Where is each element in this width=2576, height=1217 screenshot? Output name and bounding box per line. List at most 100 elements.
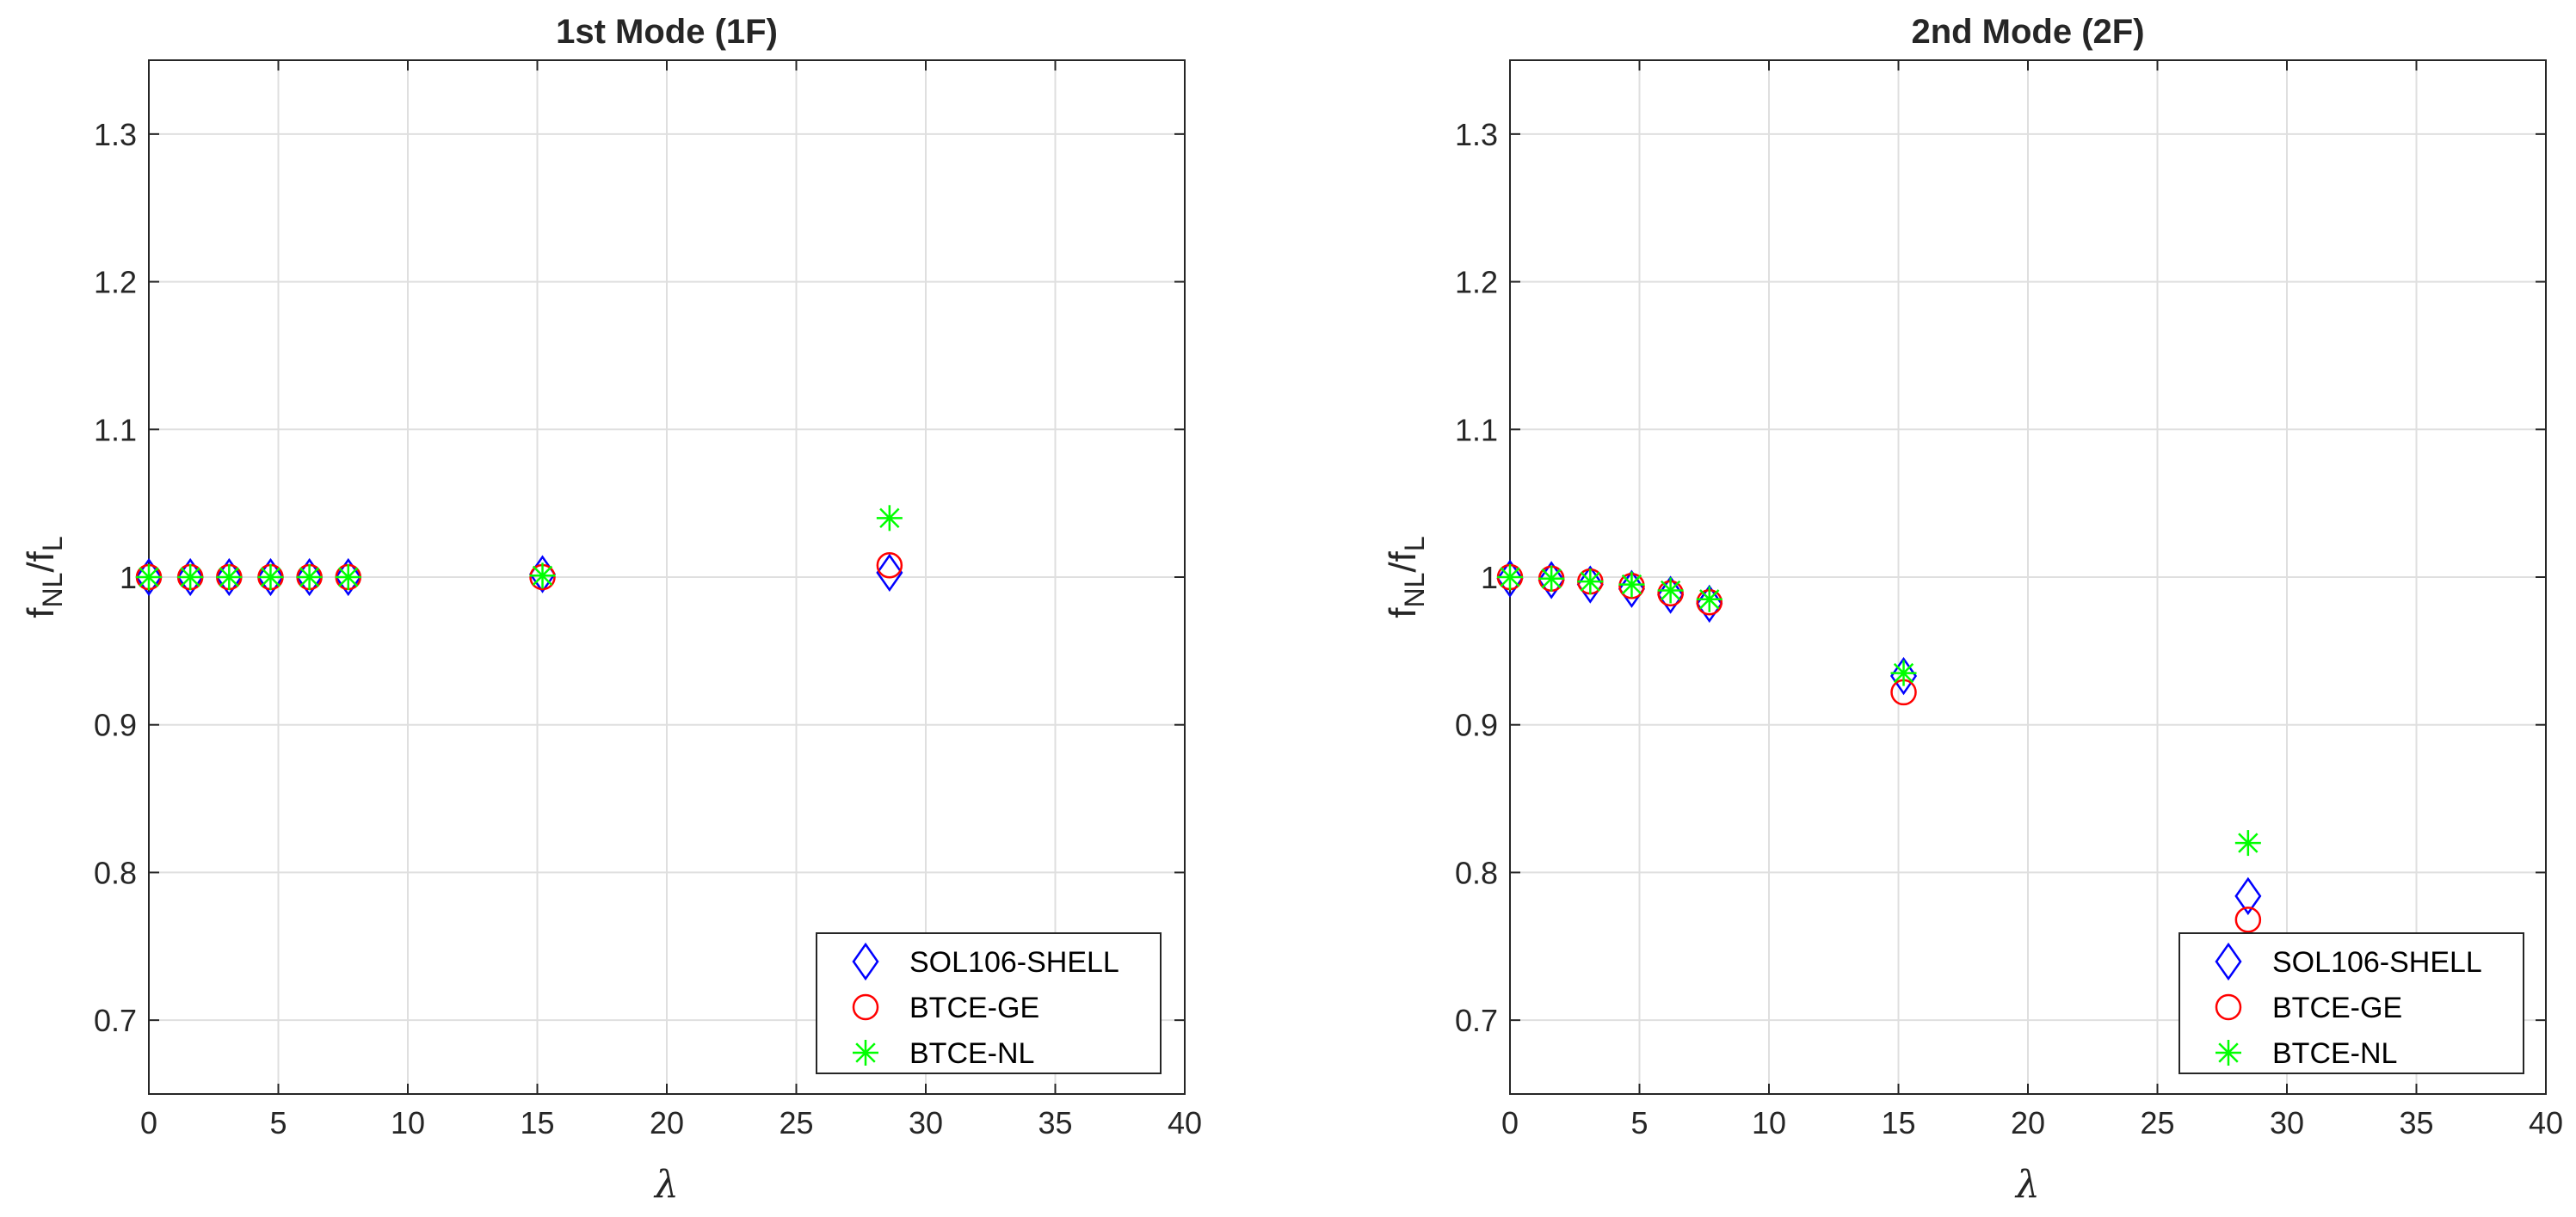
x-axis-label: λ bbox=[2014, 1163, 2040, 1207]
data-point-btce-nl bbox=[1577, 569, 1604, 595]
data-point-btce-nl bbox=[1618, 571, 1645, 598]
tick-layer: 0 5 10 15 20 25 30 35 40 0.7 0.8 0.9 1 1.1 1.2 1.3 bbox=[1455, 60, 2563, 1140]
y-tick-label: 1 bbox=[120, 560, 137, 595]
legend-label: BTCE-GE bbox=[909, 992, 1039, 1024]
data-point-btce-nl bbox=[1696, 586, 1722, 612]
x-tick-label: 15 bbox=[1881, 1105, 1915, 1140]
y-axis-label-sub-nl: NL bbox=[1399, 573, 1430, 608]
data-point-btce-nl bbox=[876, 505, 903, 532]
x-tick-label: 5 bbox=[269, 1105, 287, 1140]
chart-2nd-mode: 2nd Mode (2F) 0 5 10 15 20 25 30 35 40 0.7 0.8 0.9 1… bbox=[1382, 13, 2563, 1207]
y-axis-label: fNL/fL bbox=[20, 536, 68, 618]
data-point-sol106-shell bbox=[876, 553, 903, 593]
y-axis-label: fNL/fL bbox=[1382, 536, 1430, 618]
x-tick-label: 0 bbox=[140, 1105, 157, 1140]
legend: SOL106-SHELL BTCE-GE BTCE-NL bbox=[816, 932, 1162, 1074]
data-point-btce-nl bbox=[1657, 577, 1684, 604]
legend-entry-btce-nl: BTCE-NL bbox=[2215, 1037, 2397, 1070]
y-axis-label-slash: / bbox=[20, 562, 62, 573]
legend-label: BTCE-GE bbox=[2272, 992, 2402, 1024]
y-tick-label: 0.9 bbox=[94, 708, 137, 743]
data-point-btce-nl bbox=[2234, 830, 2261, 857]
y-axis-label-f: f bbox=[1382, 607, 1424, 618]
marker-layer bbox=[1496, 559, 2262, 933]
legend-marker-asterisk bbox=[853, 1040, 878, 1066]
data-point-btce-ge bbox=[876, 552, 903, 579]
legend: SOL106-SHELL BTCE-GE BTCE-NL bbox=[2179, 932, 2524, 1074]
data-point-sol106-shell bbox=[296, 557, 324, 597]
y-axis-label-sub-l: L bbox=[37, 536, 68, 551]
data-point-btce-nl bbox=[216, 564, 243, 590]
legend-diamond-icon bbox=[2215, 942, 2242, 981]
y-tick-label: 1.2 bbox=[1455, 265, 1498, 300]
data-point-btce-nl bbox=[335, 564, 361, 590]
data-point-sol106-shell bbox=[335, 557, 362, 597]
x-tick-label: 0 bbox=[1501, 1105, 1519, 1140]
y-axis-label-sub-l: L bbox=[1399, 536, 1430, 551]
y-tick-label: 0.7 bbox=[94, 1003, 137, 1038]
x-tick-label: 5 bbox=[1630, 1105, 1648, 1140]
chart-title: 1st Mode (1F) bbox=[556, 13, 778, 51]
x-tick-label: 35 bbox=[2399, 1105, 2433, 1140]
legend-marker-diamond bbox=[2215, 942, 2242, 981]
x-tick-label: 40 bbox=[1168, 1105, 1202, 1140]
legend-asterisk-icon bbox=[2215, 1040, 2241, 1066]
data-point-btce-nl bbox=[529, 562, 556, 589]
data-point-sol106-shell bbox=[2234, 876, 2262, 916]
y-tick-label: 1.3 bbox=[94, 117, 137, 152]
data-point-sol106-shell bbox=[1889, 656, 1918, 696]
data-point-btce-nl bbox=[1497, 564, 1523, 590]
data-point-btce-nl bbox=[1890, 660, 1917, 686]
x-tick-label: 30 bbox=[909, 1105, 943, 1140]
x-tick-label: 20 bbox=[650, 1105, 684, 1140]
y-tick-label: 0.9 bbox=[1455, 708, 1498, 743]
legend-diamond-icon bbox=[852, 942, 879, 981]
data-point-sol106-shell bbox=[1538, 561, 1565, 599]
legend-entry-btce-nl: BTCE-NL bbox=[853, 1037, 1034, 1070]
marker-layer bbox=[135, 505, 903, 597]
data-point-sol106-shell bbox=[1496, 559, 1524, 598]
x-tick-label: 20 bbox=[2011, 1105, 2045, 1140]
x-tick-label: 35 bbox=[1038, 1105, 1072, 1140]
x-tick-label: 25 bbox=[779, 1105, 813, 1140]
y-axis-label-slash: / bbox=[1382, 562, 1424, 573]
grid-layer bbox=[1510, 60, 2546, 1094]
x-tick-label: 15 bbox=[520, 1105, 554, 1140]
data-point-sol106-shell bbox=[1657, 575, 1685, 614]
y-tick-label: 0.8 bbox=[94, 855, 137, 890]
x-tick-label: 10 bbox=[1752, 1105, 1786, 1140]
legend-label: BTCE-NL bbox=[2272, 1037, 2397, 1070]
y-tick-label: 1.1 bbox=[94, 412, 137, 447]
data-point-sol106-shell bbox=[1696, 584, 1723, 624]
legend-label: BTCE-NL bbox=[909, 1037, 1034, 1070]
y-tick-label: 1.3 bbox=[1455, 117, 1498, 152]
data-point-btce-nl bbox=[257, 564, 284, 590]
y-tick-label: 1.2 bbox=[94, 265, 137, 300]
legend-entry-sol106-shell: SOL106-SHELL bbox=[2215, 942, 2482, 981]
data-point-sol106-shell bbox=[215, 557, 243, 597]
y-tick-label: 0.8 bbox=[1455, 855, 1498, 890]
x-tick-label: 30 bbox=[2270, 1105, 2304, 1140]
x-tick-label: 40 bbox=[2529, 1105, 2563, 1140]
legend-entry-sol106-shell: SOL106-SHELL bbox=[852, 942, 1119, 981]
data-point-sol106-shell bbox=[176, 557, 204, 597]
legend-label: SOL106-SHELL bbox=[2272, 946, 2482, 979]
y-tick-label: 1.1 bbox=[1455, 412, 1498, 447]
data-point-btce-nl bbox=[136, 564, 162, 590]
x-tick-label: 10 bbox=[391, 1105, 425, 1140]
legend-marker-diamond bbox=[852, 942, 879, 981]
data-point-sol106-shell bbox=[256, 557, 284, 597]
y-axis-label-f2: f bbox=[1382, 550, 1424, 562]
legend-entry-btce-ge: BTCE-GE bbox=[2215, 992, 2402, 1024]
tick-layer: 0 5 10 15 20 25 30 35 40 0.7 0.8 0.9 1 1.1 1.2 1.3 bbox=[94, 60, 1202, 1140]
legend-marker-circle bbox=[2215, 993, 2242, 1021]
y-tick-label: 0.7 bbox=[1455, 1003, 1498, 1038]
y-axis-label-f: f bbox=[20, 607, 62, 618]
legend-circle-icon bbox=[2215, 993, 2242, 1021]
y-axis-label-sub-nl: NL bbox=[37, 573, 68, 608]
data-point-btce-nl bbox=[1538, 565, 1565, 592]
x-tick-label: 25 bbox=[2140, 1105, 2174, 1140]
legend-entry-btce-ge: BTCE-GE bbox=[852, 992, 1039, 1024]
legend-marker-circle bbox=[852, 993, 879, 1021]
